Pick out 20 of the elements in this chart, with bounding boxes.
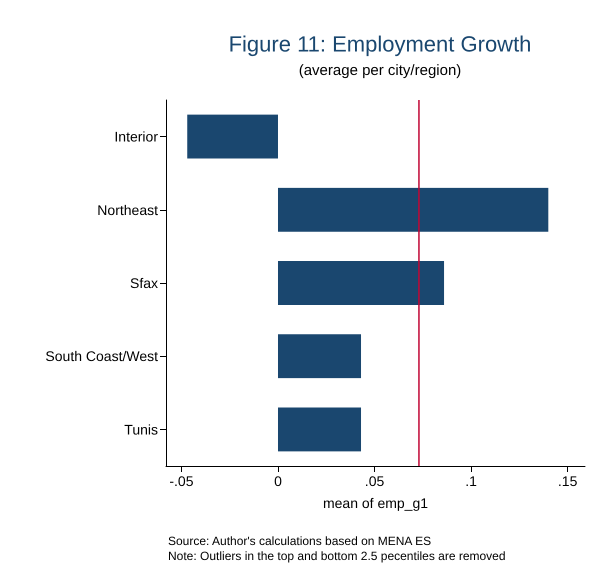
bar bbox=[278, 188, 548, 232]
y-tick-label: South Coast/West bbox=[45, 348, 158, 364]
x-tick-label: .05 bbox=[364, 473, 384, 489]
x-tick-label: -.05 bbox=[169, 473, 194, 489]
bar bbox=[187, 114, 278, 159]
source-note: Source: Author's calculations based on MENA ES bbox=[168, 534, 432, 548]
x-tick-label: .1 bbox=[465, 473, 478, 489]
bar bbox=[278, 407, 362, 452]
y-tick-label: Tunis bbox=[124, 421, 158, 438]
x-tick-label: .15 bbox=[558, 473, 578, 489]
chart-title: Figure 11: Employment Growth bbox=[228, 32, 532, 56]
y-tick-label: Northeast bbox=[97, 202, 158, 218]
text: Note: Outliers in the top and bottom 2.5 pecentiles are removed bbox=[168, 549, 506, 563]
y-tick-label: Sfax bbox=[130, 275, 158, 291]
bar bbox=[278, 261, 444, 305]
chart-subtitle: (average per city/region) bbox=[298, 62, 462, 79]
bar bbox=[278, 334, 362, 378]
y-tick-label: Interior bbox=[114, 128, 158, 145]
x-axis-title: mean of emp_g1 bbox=[322, 495, 428, 511]
x-tick-label: 0 bbox=[274, 473, 282, 489]
